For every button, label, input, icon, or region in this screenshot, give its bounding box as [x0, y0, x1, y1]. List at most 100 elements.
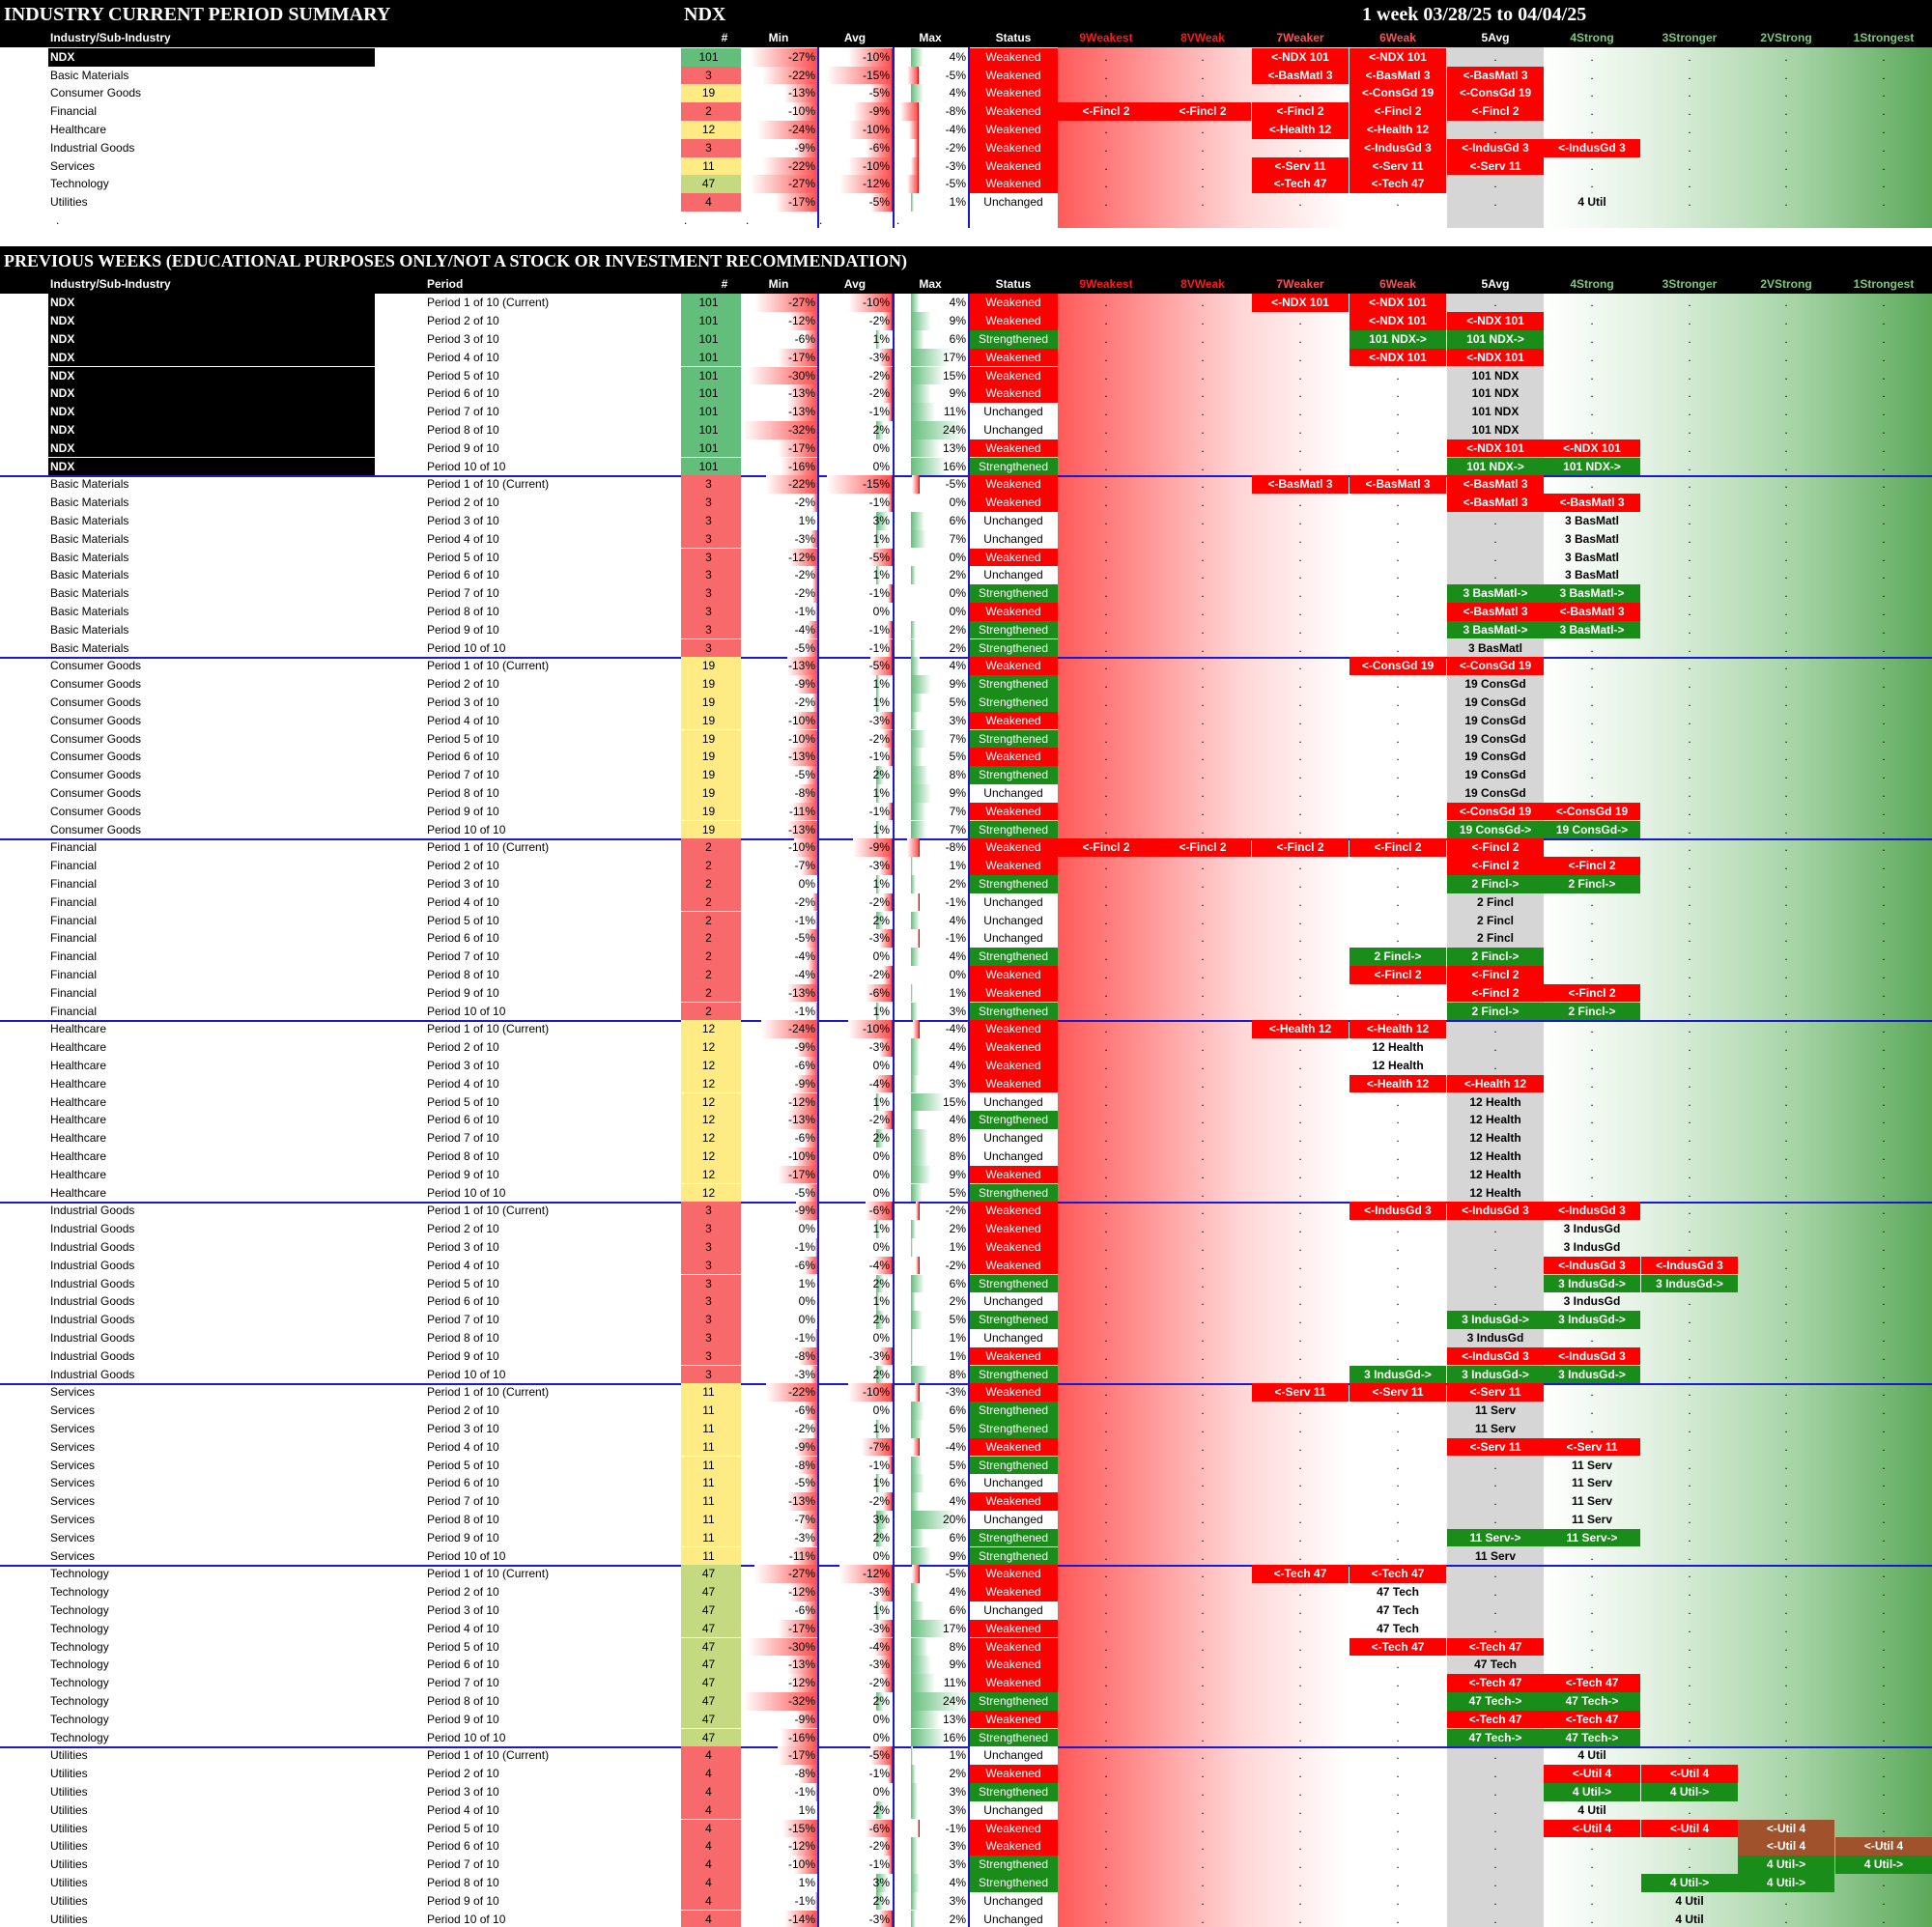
industry-name: Technology	[50, 1693, 109, 1708]
rank-dot: .	[1493, 123, 1497, 136]
rank-dot: .	[1784, 1621, 1788, 1635]
rank-dot: .	[1784, 659, 1788, 673]
industry-name: Healthcare	[50, 1113, 107, 1127]
rank-dot: .	[1882, 1258, 1886, 1272]
min-value: -22%	[787, 1385, 815, 1400]
rank-dot: .	[1784, 1784, 1788, 1799]
avg-value: 2%	[872, 768, 890, 782]
rank-dot: .	[1590, 1912, 1594, 1926]
industry-name: Financial	[50, 894, 98, 909]
rank-cell-6: <-Fincl 2	[1544, 857, 1640, 875]
rank-dot: .	[1104, 1294, 1108, 1309]
rank-dot: .	[1201, 1294, 1205, 1309]
rank-dot: .	[1104, 1185, 1108, 1200]
rank-dot: .	[1784, 331, 1788, 346]
min-value: -9%	[794, 1076, 815, 1091]
column-divider	[968, 294, 970, 1927]
avg-bar-pos	[876, 1220, 880, 1238]
avg-bar	[826, 475, 893, 495]
rank-dot: .	[1104, 314, 1108, 328]
max-value: 9%	[949, 386, 966, 401]
rank-dot: .	[1784, 1602, 1788, 1617]
period-row: Industrial Goods Period 8 of 10 3 -1% 0% 1% Un…	[0, 1328, 1932, 1347]
industry-name: Technology	[50, 1585, 109, 1600]
status-value: Weakened	[969, 494, 1058, 512]
summary-row: Technology 47 -27% -12% -5% Weakened.. <-Tech …	[0, 175, 1932, 194]
max-value: 1%	[949, 1748, 966, 1763]
rank-dot: .	[1784, 894, 1788, 909]
rank-dot: .	[1784, 768, 1788, 782]
rank-dot: .	[1493, 1222, 1497, 1236]
max-bar	[911, 729, 927, 749]
rank-cell-5: 11 Serv	[1474, 1403, 1517, 1418]
industry-name: NDX	[48, 384, 375, 404]
count-cell	[681, 1800, 741, 1820]
status-value: Weakened	[969, 348, 1058, 367]
avg-value: -6%	[868, 1821, 890, 1835]
industry-name: Utilities	[50, 1748, 88, 1763]
max-value: 1%	[949, 1239, 966, 1254]
rank-dot: .	[1298, 314, 1302, 328]
avg-value: -15%	[862, 477, 890, 492]
max-value: 6%	[949, 1403, 966, 1418]
rank-dot: .	[1784, 1276, 1788, 1290]
max-bar	[911, 529, 927, 549]
rank-dot: .	[1784, 368, 1788, 383]
industry-name: Industrial Goods	[50, 1367, 135, 1381]
count-cell	[681, 294, 741, 313]
industry-name: Consumer Goods	[50, 768, 142, 782]
count-value: 101	[698, 296, 719, 310]
rank-cell-6: <-IndusGd 3	[1544, 1256, 1640, 1275]
industry-name: NDX	[48, 439, 375, 458]
period-label: Period 7 of 10	[427, 405, 499, 419]
industry-name: Industrial Goods	[50, 140, 135, 155]
period-label: Period 8 of 10	[427, 967, 499, 981]
rank-dot: .	[1882, 422, 1886, 437]
min-value: -12%	[787, 1839, 815, 1854]
rank-dot: .	[1298, 1602, 1302, 1617]
industry-name: Utilities	[50, 1821, 88, 1835]
count-cell	[681, 1710, 741, 1729]
rank-cell-8: 4 Util->	[1738, 1856, 1834, 1874]
max-value: 13%	[942, 1712, 966, 1726]
rank-dot: .	[1201, 731, 1205, 746]
count-cell	[681, 1002, 741, 1021]
rank-cell-5: 19 ConsGd	[1464, 731, 1526, 746]
rank-dot: .	[1104, 195, 1108, 210]
period-label: Period 6 of 10	[427, 1476, 499, 1490]
min-value: -32%	[787, 1693, 815, 1708]
avg-value: -6%	[868, 985, 890, 1000]
count-cell	[681, 693, 741, 712]
avg-value: 1%	[872, 1222, 890, 1236]
rank-dot: .	[1882, 750, 1886, 764]
hdr-name: Industry/Sub-Industry	[50, 31, 171, 44]
max-value: 6%	[949, 331, 966, 346]
rank-dot: .	[1688, 1439, 1691, 1454]
industry-name: Basic Materials	[50, 640, 129, 655]
rank-dot: .	[1590, 405, 1594, 419]
period-row: Services Period 5 of 10 11 -8% -1% 5% Strength…	[0, 1456, 1932, 1475]
period-row: Services Period 2 of 10 11 -6% 0% 6% Strengthe…	[0, 1402, 1932, 1420]
count-value: 3	[705, 496, 712, 510]
rank-dot: .	[1396, 1403, 1400, 1418]
rank-dot: .	[1590, 967, 1594, 981]
rank-dot: .	[1784, 1367, 1788, 1381]
rank-dot: .	[1298, 1730, 1302, 1744]
count-cell	[681, 1782, 741, 1801]
rank-dot: .	[1396, 1767, 1400, 1781]
max-value: 9%	[949, 677, 966, 692]
count-cell	[681, 1256, 741, 1275]
rank-dot: .	[1784, 1658, 1788, 1672]
rank-dot: .	[1201, 1676, 1205, 1690]
count-value: 11	[702, 1548, 715, 1563]
rank-dot: .	[1882, 586, 1886, 601]
rank-dot: .	[1201, 859, 1205, 873]
rank-dot: .	[1784, 1348, 1788, 1363]
industry-name: Basic Materials	[50, 604, 129, 618]
count-cell	[681, 102, 741, 121]
period-label: Period 10 of 10	[427, 1730, 506, 1744]
avg-bar	[874, 1256, 893, 1275]
avg-value: 2%	[872, 1276, 890, 1290]
period-row: Financial Period 6 of 10 2 -5% -3% -1% Unchang…	[0, 929, 1932, 949]
count-value: 19	[701, 785, 716, 800]
